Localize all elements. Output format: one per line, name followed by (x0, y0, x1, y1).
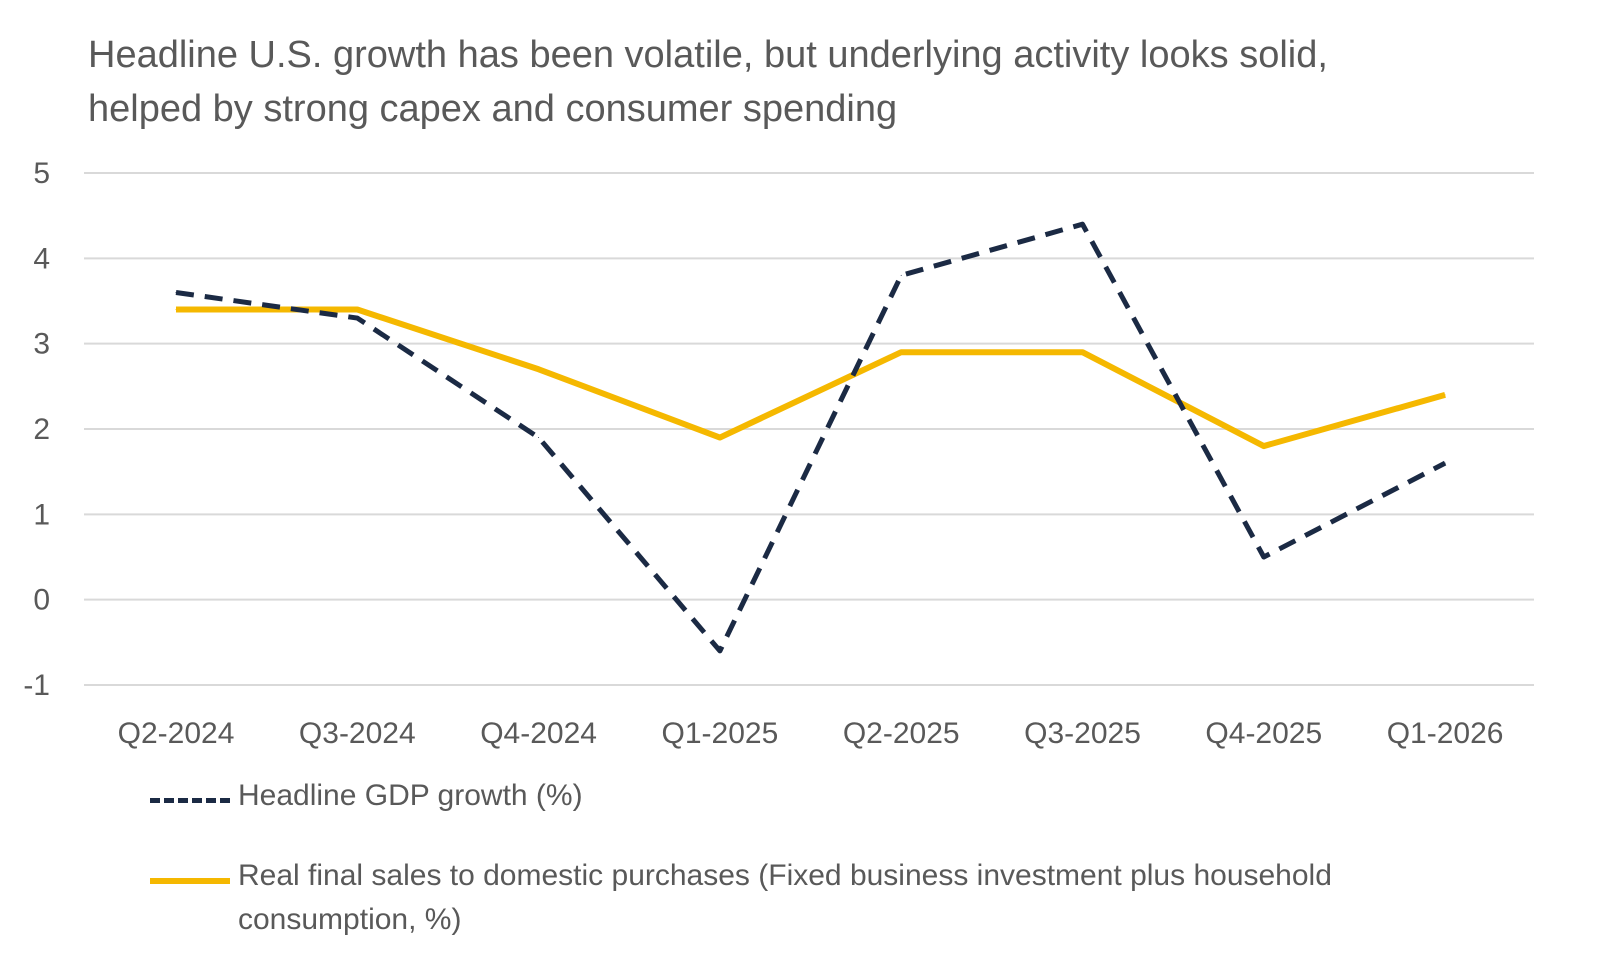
y-tick-label: 2 (33, 413, 50, 446)
final-sales-data-point (1444, 394, 1446, 396)
y-tick-label: -1 (23, 669, 50, 702)
x-tick-label: Q2-2024 (118, 717, 235, 750)
gdp-data-point (1082, 223, 1083, 225)
gdp-data-point (719, 650, 721, 652)
series-lines (175, 221, 1447, 654)
x-tick-label: Q4-2025 (1205, 717, 1322, 750)
x-tick-label: Q3-2024 (299, 717, 416, 750)
y-axis-ticks: 5 4 3 2 1 0 -1 (23, 157, 50, 702)
x-tick-label: Q1-2026 (1387, 717, 1504, 750)
final-sales-data-point (1263, 445, 1265, 447)
gdp-data-point (538, 437, 540, 439)
chart-title: Headline U.S. growth has been volatile, … (88, 34, 1328, 130)
x-tick-label: Q1-2025 (662, 717, 779, 750)
y-tick-label: 4 (33, 242, 50, 275)
final-sales-data-point (900, 351, 902, 353)
series-line-real-final-sales (176, 306, 1446, 450)
final-sales-data-point (538, 368, 540, 370)
x-tick-label: Q3-2025 (1024, 717, 1141, 750)
gridlines (84, 172, 1534, 686)
gdp-data-point (175, 291, 177, 293)
legend-label-gdp: Headline GDP growth (%) (238, 779, 583, 812)
y-tick-label: 0 (33, 584, 50, 617)
legend-label-final-sales: Real final sales to domestic purchases (… (238, 859, 1332, 936)
final-sales-data-point (356, 309, 358, 311)
x-tick-label: Q4-2024 (480, 717, 597, 750)
gdp-data-point (356, 317, 358, 319)
x-axis-ticks: Q2-2024 Q3-2024 Q4-2024 Q1-2025 Q2-2025 Q3-20… (118, 717, 1504, 750)
gdp-data-point (1263, 556, 1265, 558)
series-line-headline-gdp (175, 221, 1447, 654)
final-sales-data-point (719, 437, 721, 439)
legend-swatch-final-sales (150, 878, 230, 884)
final-sales-data-point (175, 309, 177, 311)
gdp-data-point (1444, 462, 1446, 464)
y-tick-label: 1 (33, 498, 50, 531)
x-tick-label: Q2-2025 (843, 717, 960, 750)
y-tick-label: 3 (33, 328, 50, 361)
final-sales-data-point (1082, 351, 1083, 353)
y-tick-label: 5 (33, 157, 50, 190)
legend-swatch-gdp (150, 798, 230, 803)
gdp-data-point (900, 274, 902, 276)
